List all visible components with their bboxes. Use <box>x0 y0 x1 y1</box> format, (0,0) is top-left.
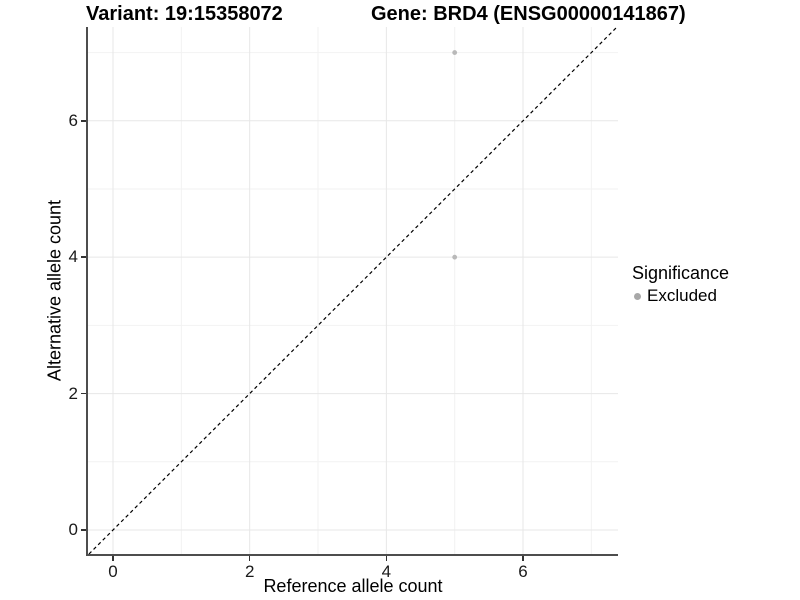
y-tick-label: 4 <box>68 247 78 267</box>
x-tick-mark <box>112 556 114 561</box>
plot-title-variant: Variant: 19:15358072 <box>86 3 283 25</box>
plot-panel <box>88 26 618 555</box>
y-tick-label: 6 <box>68 110 78 130</box>
y-tick-mark <box>81 120 86 122</box>
y-tick-mark <box>81 529 86 531</box>
legend-point-icon <box>634 292 641 300</box>
identity-dashed-line <box>88 26 618 555</box>
legend-title: Significance <box>632 263 730 283</box>
legend-item-excluded: Excluded <box>632 286 729 306</box>
y-tick-label: 0 <box>68 519 78 539</box>
legend: Significance Excluded <box>632 263 729 306</box>
x-tick-mark <box>522 556 524 561</box>
data-point <box>452 50 458 55</box>
y-tick-mark <box>81 392 86 395</box>
y-tick-mark <box>81 256 86 258</box>
x-tick-label: 2 <box>244 562 255 581</box>
legend-item-label: Excluded <box>647 286 717 305</box>
x-tick-label: 4 <box>381 562 392 581</box>
x-tick-label: 6 <box>518 562 528 581</box>
x-axis-title: Reference allele count <box>263 576 443 596</box>
plot-panel-svg <box>88 26 618 555</box>
x-axis-line <box>86 554 618 556</box>
x-tick-mark <box>385 556 388 561</box>
x-tick-mark <box>248 556 251 561</box>
y-axis-line <box>86 27 88 556</box>
x-tick-label: 0 <box>108 562 118 581</box>
data-point <box>452 254 458 260</box>
plot-title-gene: Gene: BRD4 (ENSG00000141867) <box>371 3 686 25</box>
y-tick-label: 2 <box>68 383 78 403</box>
